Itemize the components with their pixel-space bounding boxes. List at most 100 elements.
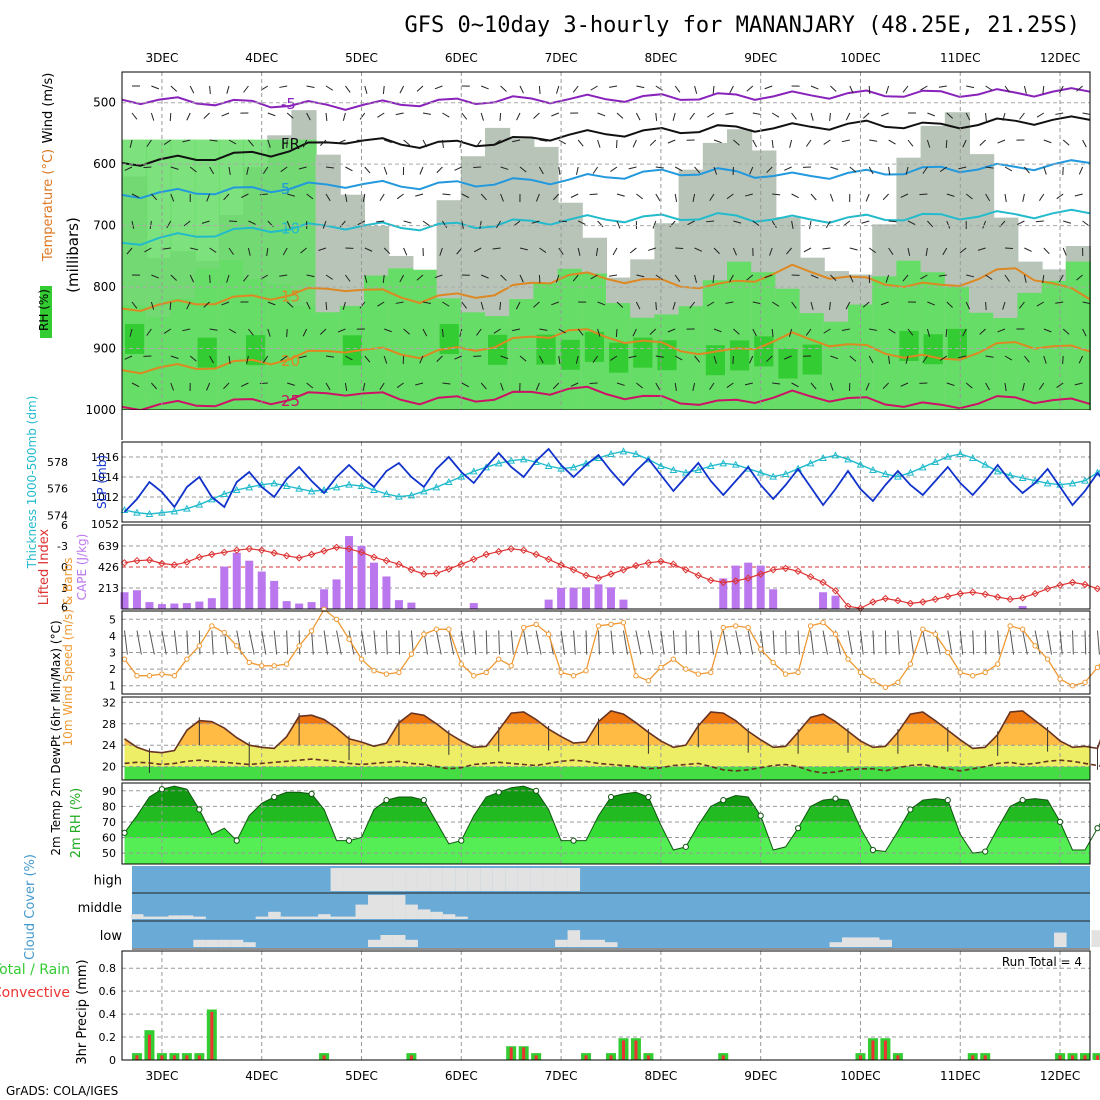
wind-barb [422, 328, 428, 337]
x-tick-top: 10DEC [840, 51, 880, 65]
cape-bar [132, 590, 141, 609]
lifted-index-marker [407, 566, 416, 574]
wind-barb [1004, 166, 1013, 172]
lifted-index-marker [233, 546, 241, 554]
wind-barb [473, 247, 482, 253]
wind-barb [325, 193, 331, 202]
lifted-index-marker [258, 546, 266, 554]
temp-band [124, 710, 1090, 724]
lifted-index-marker [707, 576, 715, 585]
wind10m-barb [822, 630, 828, 655]
rh-high-band [560, 339, 580, 370]
cloud-bar-high [480, 868, 493, 891]
wind-barb [885, 274, 890, 283]
x-tick-bottom: 8DEC [644, 1069, 677, 1083]
x-tick-bottom: 5DEC [345, 1069, 378, 1083]
isotherm-line [121, 208, 1091, 246]
wind-barb [240, 382, 249, 387]
rh-green-band [170, 297, 196, 410]
wind-barb [1082, 328, 1087, 337]
thickness-marker [382, 489, 391, 497]
wind-barb [342, 301, 346, 310]
lifted-index-marker [432, 569, 441, 578]
wind-barb [694, 355, 701, 363]
wind-barb [1082, 220, 1090, 227]
wind10m-marker [446, 626, 452, 632]
wind10m-marker [932, 631, 939, 637]
cloud-bar-middle [343, 916, 356, 919]
wind10m-marker [608, 621, 614, 627]
wind-barb [480, 382, 487, 390]
wind-barb [830, 166, 839, 170]
wind10m-marker [283, 661, 290, 667]
wind-barb [221, 301, 230, 306]
wind-barb [616, 301, 624, 308]
y-tick-wind: 1 [109, 680, 116, 693]
isotherm-label: 20 [281, 352, 300, 370]
wind-barb [519, 166, 527, 173]
wind-barb [629, 247, 637, 254]
thickness-marker [307, 487, 316, 495]
wind-barb [461, 220, 464, 229]
wind-barb [124, 166, 133, 171]
rh-green-band [509, 299, 535, 410]
thickness-marker [1068, 479, 1077, 487]
rh-high-band [584, 331, 604, 362]
cloud-bar-high [530, 868, 543, 891]
wind-barb [344, 382, 348, 391]
rh-high-band [125, 323, 145, 354]
y-tick-wind: 5 [109, 613, 116, 626]
wind-barb [267, 301, 276, 306]
wind-barb [869, 328, 878, 331]
wind10m-marker [1082, 679, 1088, 686]
wind-barb [263, 166, 269, 174]
wind10m-barb [672, 630, 676, 655]
cloud-bar-low [1054, 932, 1067, 947]
x-tick-top: 11DEC [940, 51, 980, 65]
wind-barb [461, 382, 470, 388]
cape-bar [819, 592, 828, 609]
cape-bar [394, 600, 403, 609]
wind-barb [262, 355, 269, 363]
dewpoint-line [124, 758, 1100, 774]
isotherm-line [121, 87, 1091, 111]
thickness-marker [794, 464, 802, 472]
wind-barb [344, 274, 351, 282]
wind10m-speed-line [123, 608, 1100, 689]
y-tick-rh: 60 [102, 832, 116, 845]
wind-barb [1004, 382, 1007, 391]
wind-barb [325, 112, 328, 122]
thickness-marker [956, 449, 965, 457]
wind-barb [1024, 166, 1030, 174]
wind-barb [985, 274, 993, 280]
thickness-marker [644, 455, 653, 463]
cloud-bar-low [829, 942, 843, 947]
rh-marker [158, 786, 166, 793]
wind-barb [752, 139, 758, 148]
wind-barb [533, 301, 540, 308]
cloud-bar-low [205, 939, 219, 947]
lifted-index-marker [931, 595, 940, 603]
wind-barb [865, 382, 870, 391]
wind-barb [649, 328, 657, 335]
lifted-index-marker [183, 558, 191, 566]
wind10m-barb [598, 630, 600, 655]
y-tick-thickness: 578 [47, 456, 68, 469]
wind-barb [322, 220, 327, 229]
wind-barb [744, 382, 753, 386]
thickness-marker [781, 469, 790, 477]
x-tick-top: 8DEC [644, 51, 677, 65]
wind-barb [364, 247, 373, 252]
wind-barb [1078, 355, 1084, 364]
wind-barb [201, 220, 210, 224]
wind-barb [713, 247, 720, 255]
wind10m-marker [820, 619, 826, 626]
wind-barb [286, 328, 288, 338]
cape-bar [332, 579, 341, 609]
wind10m-marker [358, 656, 365, 662]
cape-bar [569, 587, 578, 609]
y-tick-wind: 2 [109, 663, 116, 676]
wind10m-marker [645, 678, 652, 684]
y-tick-precip: 0.6 [99, 985, 117, 998]
wind-barb [189, 85, 195, 94]
